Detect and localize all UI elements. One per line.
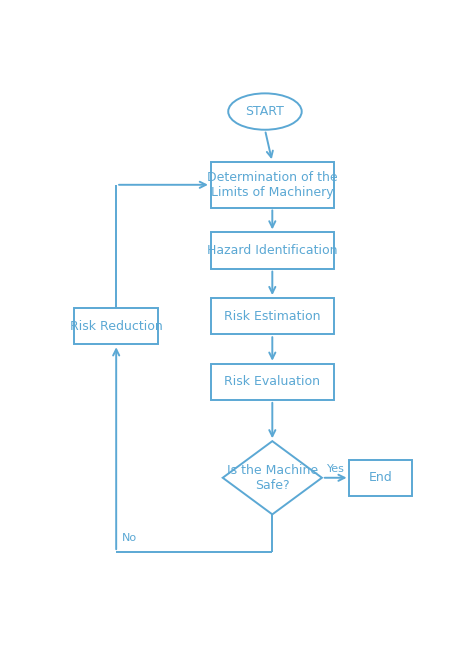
Bar [74, 308, 158, 344]
Bar [211, 363, 334, 400]
Text: Risk Estimation: Risk Estimation [224, 310, 320, 323]
Text: START: START [246, 105, 284, 118]
Bar [349, 460, 412, 496]
Bar [211, 162, 334, 207]
Text: Yes: Yes [327, 464, 345, 474]
Bar [211, 232, 334, 269]
Text: Risk Evaluation: Risk Evaluation [224, 375, 320, 388]
Bar [211, 298, 334, 335]
Text: Determination of the
Limits of Machinery: Determination of the Limits of Machinery [207, 171, 337, 199]
Text: No: No [122, 533, 137, 543]
Text: Hazard Identification: Hazard Identification [207, 244, 337, 257]
Text: Risk Reduction: Risk Reduction [70, 319, 163, 333]
Text: End: End [369, 471, 392, 484]
Text: Is the Machine
Safe?: Is the Machine Safe? [227, 464, 318, 492]
